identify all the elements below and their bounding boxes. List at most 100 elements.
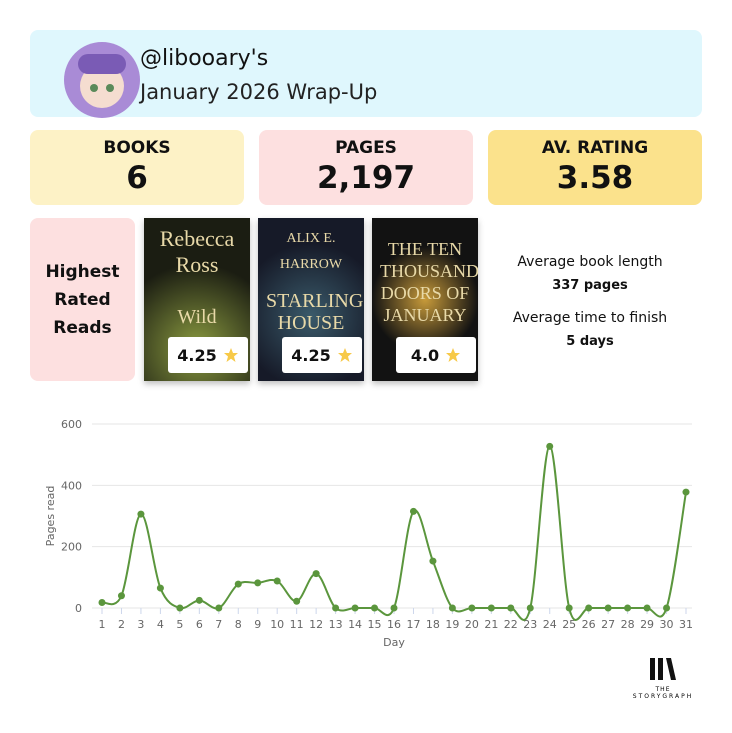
x-tick-label: 22 <box>504 618 518 631</box>
star-icon <box>337 348 352 362</box>
data-point <box>565 604 573 612</box>
stat-value: 6 <box>126 160 148 196</box>
x-axis-label: Day <box>383 636 405 649</box>
cover-author: ALIX E. HARROW <box>279 231 343 272</box>
avg-time-label: Average time to finish <box>512 310 668 326</box>
data-point <box>682 488 690 496</box>
logo: THE STORYGRAPH <box>633 656 691 700</box>
data-point <box>429 557 437 565</box>
stat-label: PAGES <box>335 138 397 158</box>
book-cover: Rebecca Ross Wild 4.25 <box>144 218 250 381</box>
data-point <box>585 604 593 612</box>
avg-time-value: 5 days <box>566 334 614 349</box>
header: @libooary's January 2026 Wrap-Up <box>30 30 702 118</box>
x-tick-label: 24 <box>543 618 557 631</box>
rating-badge: 4.25 <box>168 337 248 373</box>
x-tick-label: 15 <box>368 618 382 631</box>
y-tick-label: 600 <box>61 418 82 431</box>
logo-icon <box>650 658 676 680</box>
x-tick-label: 12 <box>309 618 323 631</box>
logo-line2: STORYGRAPH <box>632 693 694 700</box>
data-point <box>312 570 320 578</box>
x-tick-label: 19 <box>445 618 459 631</box>
x-tick-label: 5 <box>176 618 183 631</box>
line-series <box>101 445 687 621</box>
data-point <box>487 604 495 612</box>
data-point <box>234 580 242 588</box>
logo-line1: THE <box>655 686 671 693</box>
x-tick-label: 7 <box>215 618 222 631</box>
x-tick-label: 16 <box>387 618 401 631</box>
rating-badge: 4.25 <box>282 337 362 373</box>
data-point <box>526 604 534 612</box>
data-point <box>546 442 554 450</box>
stat-value: 3.58 <box>556 160 634 196</box>
data-point <box>409 507 417 515</box>
star-icon <box>446 348 461 362</box>
avg-length-value: 337 pages <box>552 278 628 293</box>
stat-box: BOOKS 6 <box>30 130 244 205</box>
x-tick-label: 2 <box>118 618 125 631</box>
x-tick-label: 17 <box>406 618 420 631</box>
username: @libooary's <box>140 46 269 71</box>
x-tick-label: 23 <box>523 618 537 631</box>
rating: 4.0 <box>410 345 440 365</box>
x-tick-label: 14 <box>348 618 362 631</box>
data-point <box>137 510 145 518</box>
highest-rated-box: Highest Rated Reads <box>30 218 135 381</box>
rating: 4.25 <box>177 345 217 365</box>
stat-box: PAGES 2,197 <box>259 130 473 205</box>
data-point <box>390 604 398 612</box>
data-point <box>254 579 262 587</box>
avg-length-label: Average book length <box>517 254 663 270</box>
y-axis-label: Pages read <box>44 486 57 547</box>
data-point <box>176 604 184 612</box>
data-point <box>468 604 476 612</box>
cover-title: Wild <box>177 306 217 328</box>
data-point <box>195 596 203 604</box>
stat-label: BOOKS <box>103 138 171 158</box>
data-point <box>624 604 632 612</box>
subtitle: January 2026 Wrap-Up <box>140 80 378 104</box>
stat-value: 2,197 <box>316 160 416 196</box>
x-tick-label: 1 <box>99 618 106 631</box>
data-point <box>156 584 164 592</box>
book-cover: ALIX E. HARROW STARLING HOUSE 4.25 <box>258 218 364 381</box>
data-point <box>643 604 651 612</box>
x-tick-label: 4 <box>157 618 164 631</box>
stat-label: AV. RATING <box>541 138 649 158</box>
x-tick-label: 31 <box>679 618 693 631</box>
data-point <box>98 598 106 606</box>
y-tick-label: 200 <box>61 541 82 554</box>
x-tick-label: 8 <box>235 618 242 631</box>
data-point <box>663 604 671 612</box>
data-point <box>371 604 379 612</box>
x-tick-label: 11 <box>290 618 304 631</box>
data-point <box>332 604 340 612</box>
x-tick-label: 18 <box>426 618 440 631</box>
avatar <box>64 42 140 118</box>
highest-rated-title: Highest Rated Reads <box>45 261 120 338</box>
star-icon <box>223 348 238 362</box>
data-point <box>604 604 612 612</box>
data-point <box>273 577 281 585</box>
data-point <box>351 604 359 612</box>
x-tick-label: 25 <box>562 618 576 631</box>
data-point <box>507 604 515 612</box>
data-point <box>117 592 125 600</box>
x-tick-label: 10 <box>270 618 284 631</box>
averages: Average book length 337 pages Average ti… <box>490 250 690 354</box>
x-tick-label: 9 <box>254 618 261 631</box>
y-tick-label: 400 <box>61 479 82 492</box>
y-tick-label: 0 <box>75 602 82 615</box>
x-tick-label: 27 <box>601 618 615 631</box>
x-tick-label: 21 <box>484 618 498 631</box>
cover-author: Rebecca Ross <box>159 226 235 277</box>
rating: 4.25 <box>291 345 331 365</box>
cover-title: STARLING HOUSE <box>266 290 364 334</box>
stat-box: AV. RATING 3.58 <box>488 130 702 205</box>
data-point <box>215 604 223 612</box>
x-tick-label: 29 <box>640 618 654 631</box>
data-point <box>448 604 456 612</box>
